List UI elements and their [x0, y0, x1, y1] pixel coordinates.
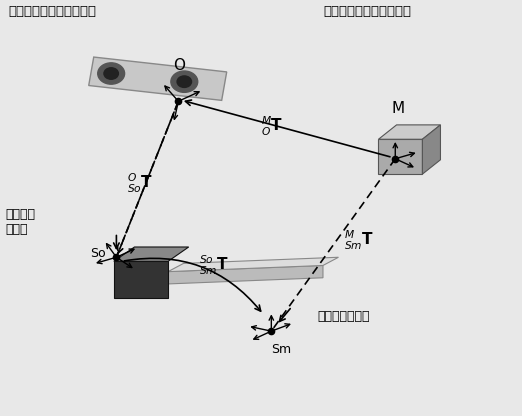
Circle shape — [104, 68, 118, 79]
Polygon shape — [378, 139, 422, 174]
Text: 光学位置跟踪系统坐标系: 光学位置跟踪系统坐标系 — [8, 5, 96, 18]
Circle shape — [98, 63, 125, 84]
Polygon shape — [422, 125, 441, 174]
Text: 电磁位置跟踪系统坐标系: 电磁位置跟踪系统坐标系 — [323, 5, 411, 18]
Text: $^{M}_{O}\mathbf{T}$: $^{M}_{O}\mathbf{T}$ — [261, 114, 283, 138]
Text: So: So — [90, 247, 106, 260]
Circle shape — [177, 76, 192, 87]
Text: M: M — [392, 101, 405, 116]
Circle shape — [171, 71, 198, 92]
Text: 光学位置
传感器: 光学位置 传感器 — [5, 208, 35, 236]
Text: $^{M}_{Sm}\mathbf{T}$: $^{M}_{Sm}\mathbf{T}$ — [343, 229, 374, 253]
Polygon shape — [378, 125, 441, 139]
Polygon shape — [114, 247, 188, 261]
Text: Sm: Sm — [271, 344, 292, 357]
Polygon shape — [168, 265, 323, 284]
Text: O: O — [173, 57, 185, 72]
Polygon shape — [114, 261, 168, 298]
Polygon shape — [89, 57, 227, 100]
Text: $^{O}_{So}\mathbf{T}$: $^{O}_{So}\mathbf{T}$ — [127, 172, 153, 195]
Text: 电磁位置传感器: 电磁位置传感器 — [318, 310, 370, 323]
Polygon shape — [168, 257, 338, 272]
Text: $^{So}_{Sm}\mathbf{T}$: $^{So}_{Sm}\mathbf{T}$ — [199, 254, 229, 277]
